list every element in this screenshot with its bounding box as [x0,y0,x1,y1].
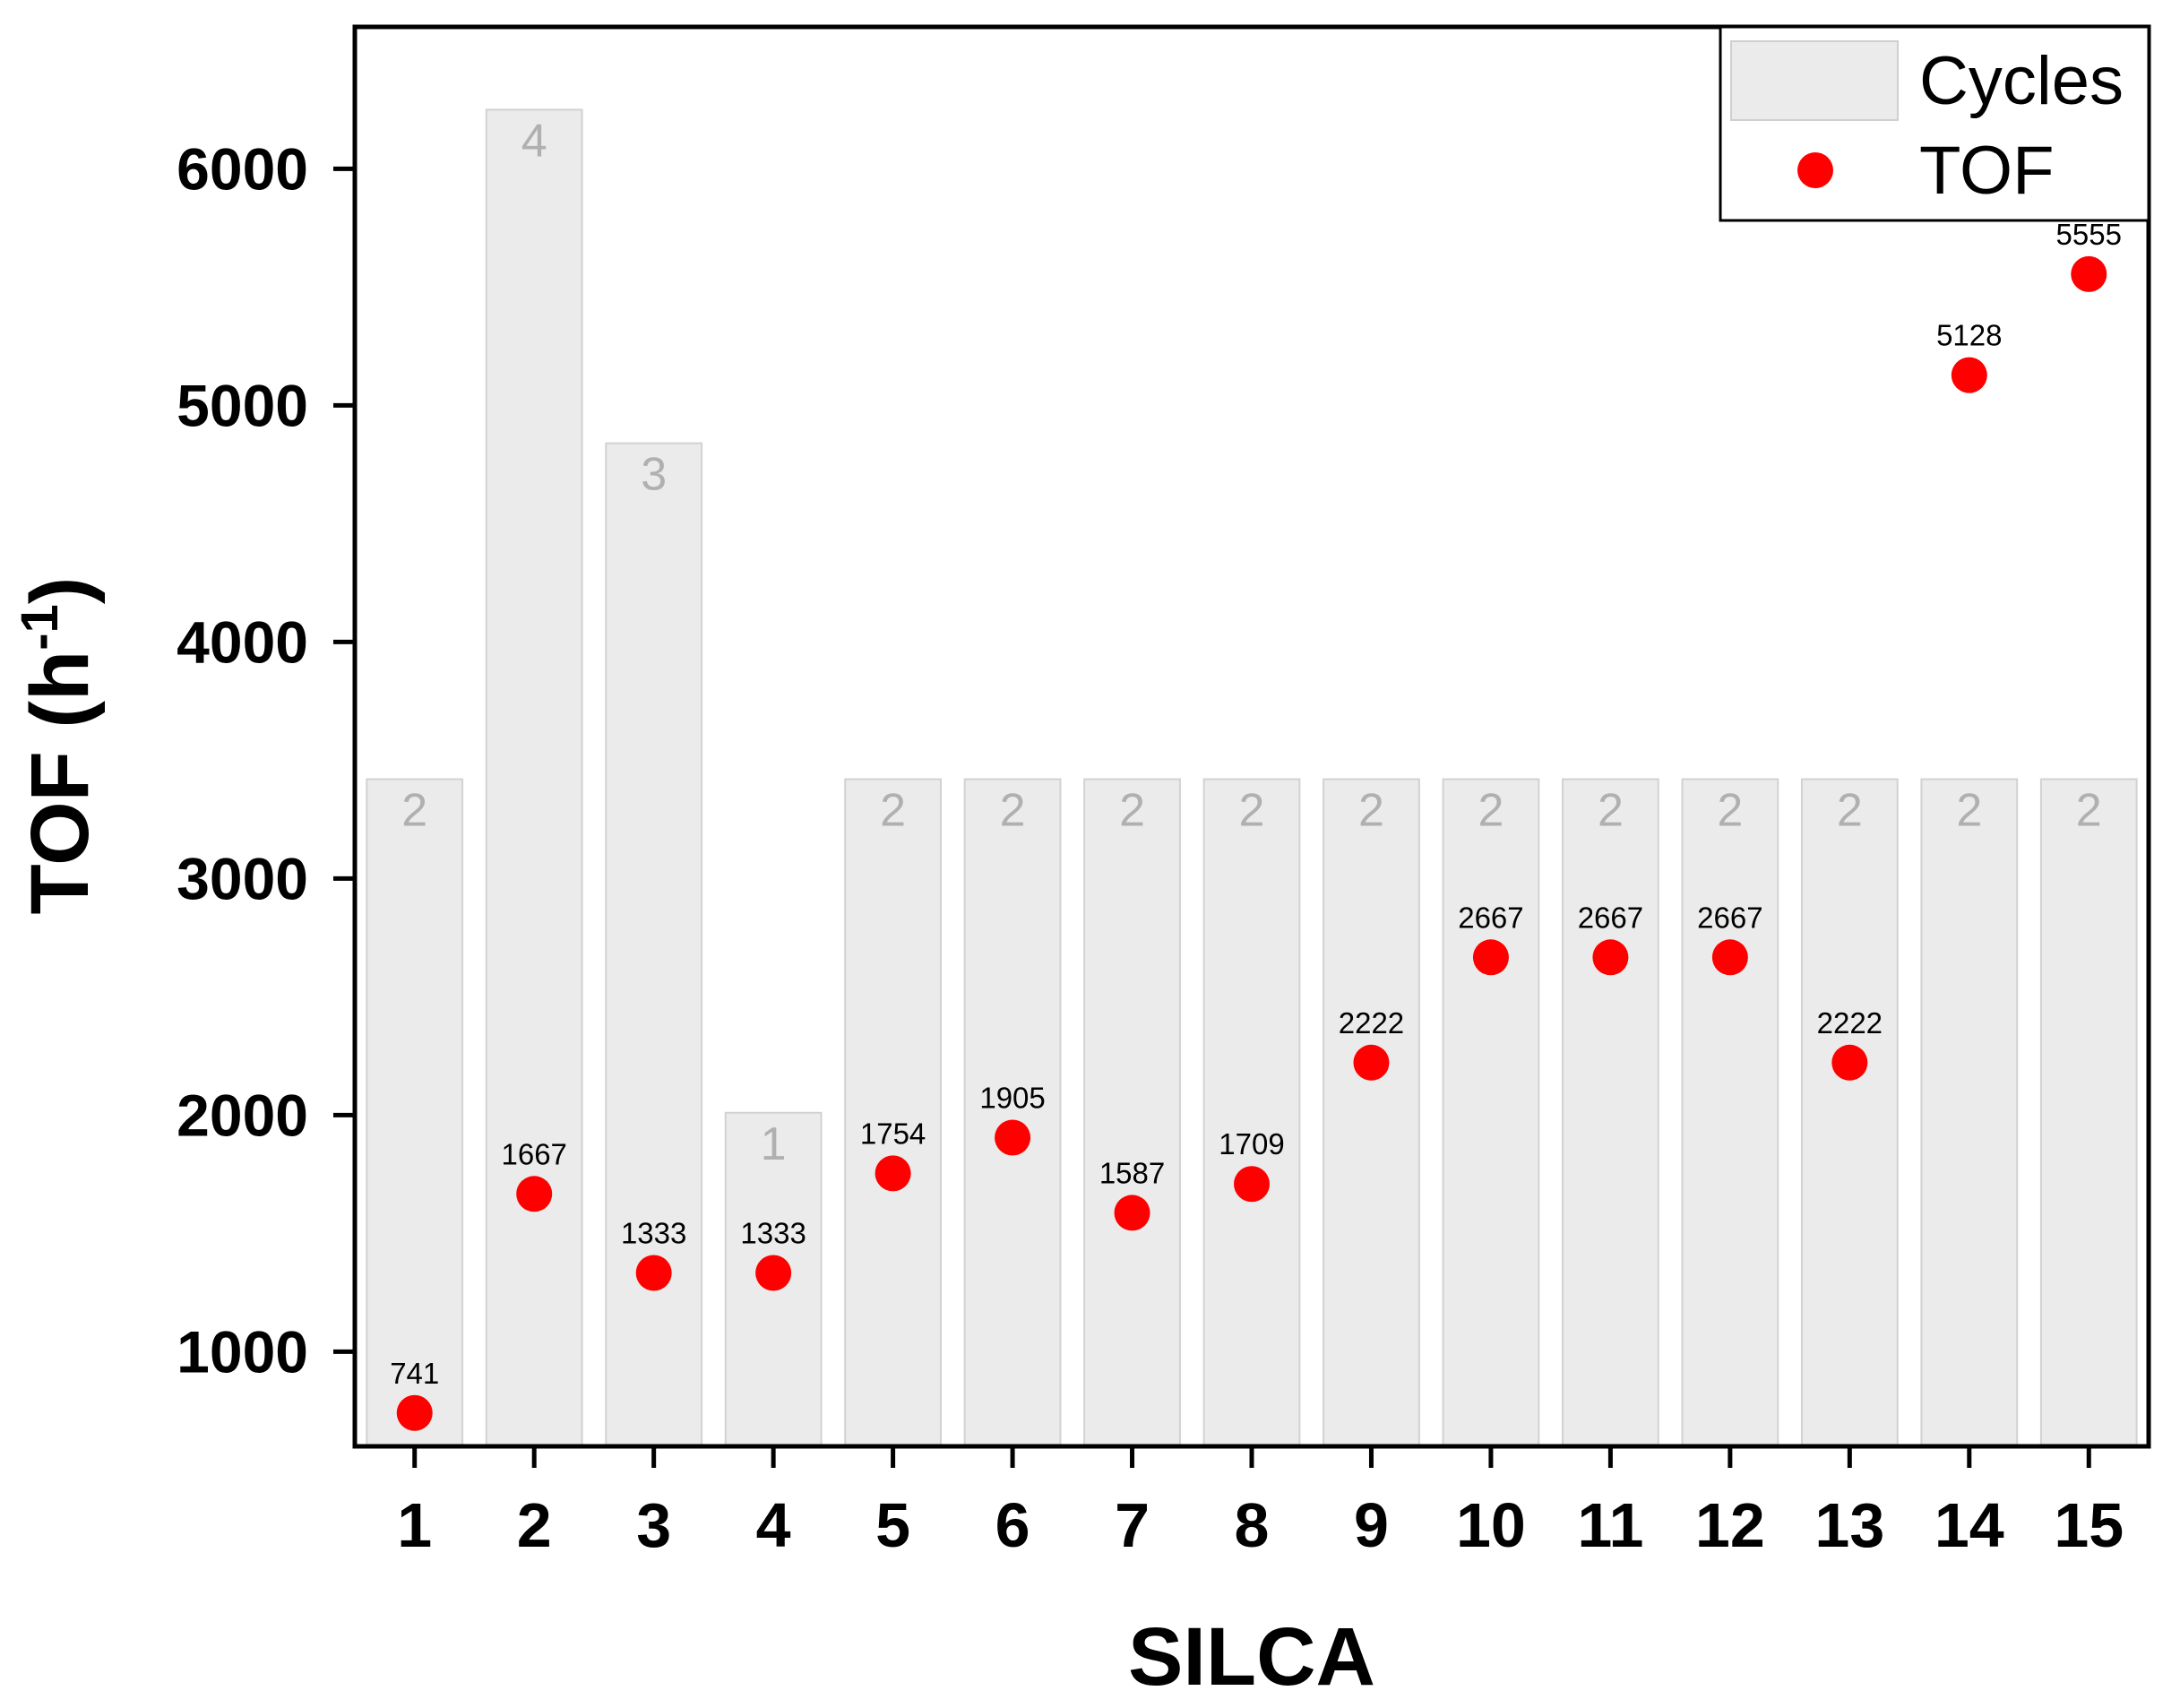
tof-point-label: 1333 [621,1216,686,1249]
cycles-bar-label: 1 [761,1118,787,1170]
tof-point-label: 1333 [740,1216,806,1249]
tof-point [875,1155,911,1192]
tof-point [995,1119,1031,1156]
x-tick-label: 4 [756,1490,791,1560]
cycles-bar [844,778,942,1447]
x-tick-label: 13 [1814,1490,1884,1560]
y-tick-label: 3000 [177,845,308,911]
tof-point-label: 1905 [979,1081,1045,1114]
cycles-bar [1562,778,1659,1447]
cycles-bar [485,108,583,1447]
tof-point-label: 1709 [1219,1127,1284,1160]
x-tick-label: 3 [636,1490,671,1560]
x-tick-label: 2 [517,1490,552,1560]
cycles-bar-label: 2 [1717,785,1743,837]
cycles-bar [1323,778,1420,1447]
tof-point [755,1255,792,1291]
x-tick-label: 10 [1456,1490,1526,1560]
tof-point-label: 1667 [501,1137,566,1170]
cycles-bar-label: 2 [401,785,427,837]
x-tick-label: 5 [875,1490,910,1560]
tof-point [2071,255,2107,292]
cycles-bar-label: 2 [1119,785,1145,837]
x-tick-label: 6 [995,1490,1030,1560]
tof-point-label: 2222 [1817,1006,1883,1039]
cycles-bar [1800,778,1899,1447]
y-tick-label: 1000 [177,1318,308,1385]
cycles-bar-label: 2 [1478,785,1504,837]
tof-point [1234,1166,1270,1203]
y-axis: 1000 2000 3000 4000 5000 6000 [177,135,355,1385]
tof-point-label: 741 [390,1357,439,1390]
y-axis-title-superscript: -1 [11,604,69,651]
tof-point [635,1255,672,1291]
tof-point-label: 2667 [1697,901,1762,934]
x-tick-label: 12 [1695,1490,1765,1560]
legend: Cycles TOF [1719,25,2150,222]
cycles-bar-label: 2 [1837,785,1863,837]
y-axis-title-main: TOF (h [14,651,106,915]
tof-point [1831,1044,1868,1081]
legend-label-cycles: Cycles [1919,43,2124,119]
cycles-bar [1202,778,1301,1447]
tof-point [1114,1195,1150,1231]
tof-point [1472,939,1509,976]
tof-point [1711,939,1748,976]
cycles-bar-label: 2 [880,785,906,837]
cycles-bar-label: 3 [641,449,667,501]
tof-point-label: 5128 [1936,319,2002,352]
cycles-bar-label: 4 [521,115,547,167]
tof-point-label: 1587 [1099,1156,1165,1189]
cycles-bar-label: 2 [1000,785,1026,837]
x-tick-label: 1 [397,1490,432,1560]
x-tick-label: 15 [2054,1490,2124,1560]
cycles-bar [1920,778,2019,1447]
cycles-bar-label: 2 [1358,785,1384,837]
tof-point [1951,357,1987,393]
x-tick-label: 8 [1235,1490,1270,1560]
x-tick-label: 9 [1354,1490,1389,1560]
y-tick-label: 4000 [177,608,308,675]
tof-point [1353,1044,1390,1081]
legend-label-tof: TOF [1919,133,2055,209]
cycles-bar-label: 2 [1239,785,1265,837]
legend-swatch-tof [1797,152,1833,188]
cycles-bar [963,778,1062,1447]
y-axis-title-close: ) [14,577,106,605]
y-tick-label: 6000 [177,135,308,202]
cycles-bar-label: 2 [1598,785,1624,837]
cycles-bar [1681,778,1779,1447]
tof-point-label: 2667 [1458,901,1523,934]
tof-point-label: 2222 [1339,1006,1404,1039]
tof-point-label: 1754 [860,1117,926,1150]
cycles-bar-label: 2 [2076,785,2102,837]
y-tick-label: 2000 [177,1082,308,1148]
cycles-bar [366,778,464,1447]
tof-point-label: 2667 [1578,901,1643,934]
cycles-bar [1442,778,1540,1447]
cycles-bar-label: 2 [1956,785,1982,837]
cycles-bar [2039,778,2138,1447]
x-tick-label: 14 [1934,1490,2004,1560]
cycles-bar [1083,778,1181,1447]
tof-point [1592,939,1629,976]
tof-point-label: 5555 [2056,218,2122,251]
x-tick-label: 11 [1577,1490,1643,1560]
x-axis: 1 2 3 4 5 6 7 8 9 10 11 12 13 14 15 [397,1446,2124,1560]
cycles-bar [605,442,703,1447]
tof-point [396,1394,433,1431]
legend-swatch-cycles [1730,40,1899,121]
y-tick-label: 5000 [177,372,308,438]
tof-point [516,1176,553,1212]
x-axis-title: SILCA [1128,1611,1375,1703]
x-tick-label: 7 [1115,1490,1150,1560]
y-axis-title: TOF (h-1) [11,577,106,915]
